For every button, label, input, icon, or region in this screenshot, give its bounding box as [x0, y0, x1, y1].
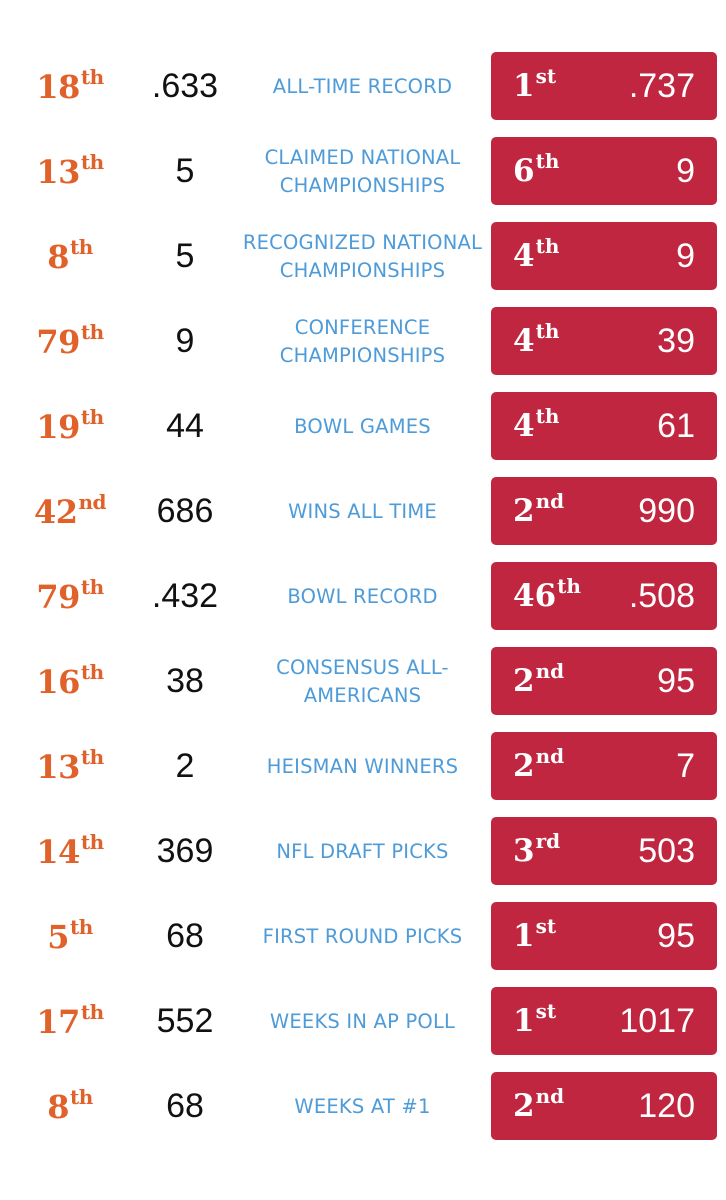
left-value: 686 [156, 492, 214, 530]
category-label: ALL-TIME RECORD [272, 74, 453, 98]
category-label: WEEKS AT #1 [294, 1094, 431, 1118]
category-label: BOWL GAMES [294, 414, 431, 438]
right-value: 503 [638, 831, 695, 870]
category-label: WEEKS IN AP POLL [269, 1009, 456, 1033]
left-value: 552 [156, 1002, 214, 1040]
right-value: 9 [676, 151, 695, 190]
left-value: .633 [151, 67, 219, 105]
category-label: NFL DRAFT PICKS [276, 839, 449, 863]
right-value: 990 [638, 491, 695, 530]
left-value: 68 [166, 917, 204, 955]
category-label: WINS ALL TIME [288, 499, 437, 523]
left-value: 369 [156, 832, 214, 870]
right-value: 95 [657, 661, 695, 700]
left-value: 2 [175, 747, 195, 785]
right-value: 95 [657, 916, 695, 955]
right-value: 9 [676, 236, 695, 275]
left-value: 5 [175, 237, 195, 275]
category-label: CONSENSUS ALL-AMERICANS [276, 655, 449, 707]
category-label: CONFERENCE CHAMPIONSHIPS [279, 315, 446, 367]
left-value: 44 [166, 407, 204, 445]
category-label: RECOGNIZED NATIONAL CHAMPIONSHIPS [242, 230, 483, 282]
right-value: 120 [638, 1086, 695, 1125]
left-value: 38 [166, 662, 204, 700]
category-label: CLAIMED NATIONAL CHAMPIONSHIPS [264, 145, 461, 197]
left-value: .432 [151, 577, 219, 615]
right-value: 39 [657, 321, 695, 360]
category-label: BOWL RECORD [287, 584, 438, 608]
right-value: .737 [628, 66, 695, 105]
left-value: 68 [166, 1087, 204, 1125]
category-label: FIRST ROUND PICKS [262, 924, 463, 948]
left-value: 5 [175, 152, 195, 190]
left-value: 9 [175, 322, 195, 360]
right-value: 61 [657, 406, 695, 445]
right-value: 1017 [619, 1001, 695, 1040]
category-label: HEISMAN WINNERS [266, 754, 459, 778]
right-value: .508 [628, 576, 695, 615]
right-value: 7 [676, 746, 695, 785]
